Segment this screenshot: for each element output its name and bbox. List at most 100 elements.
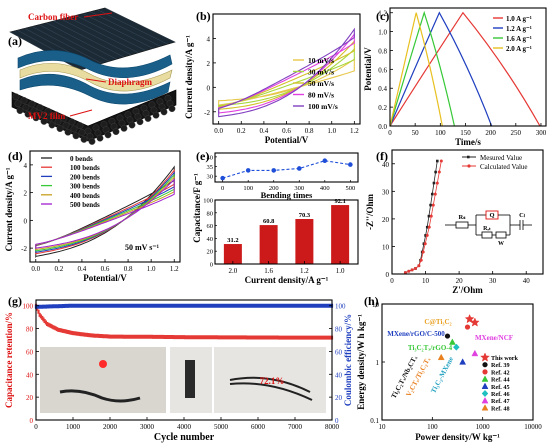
nyquist-point [429,203,432,207]
w-label: W [498,241,504,247]
y-tick-c: 0.4 [378,85,387,93]
label-mxene-ncf: MXene/NCF [475,334,513,342]
legend-marker-h [481,389,489,398]
bending-point [322,158,328,164]
legend-label-d: 300 bends [70,183,100,191]
panel-label-c: (c) [376,9,389,23]
y-tick-e-top: 40 [207,154,214,161]
legend-label-d: 200 bends [70,173,100,181]
y-tick-b: 0 [207,84,211,92]
x-label-e: Current density/A g⁻¹ [245,275,329,285]
y-tick-b: 2 [207,60,211,68]
y-tick-h: 10 [372,301,380,309]
bar-value-label: 70.3 [299,212,311,219]
nyquist-point [431,203,435,207]
legend-label-b: 100 mV/s [308,102,338,111]
x-tick-f: 0 [390,277,394,285]
legend-label-h: Ref. 39 [491,362,510,369]
panel-f: (f) 0 10 20 30 40 0 10 20 30 40 Z'/Ohm -Z''/Ohm Mesur… [365,149,532,295]
annotation-carbon-fiber: Carbon fiber [28,12,78,22]
ragone-point-6 [471,349,479,357]
panel-label-b: (b) [196,9,211,23]
y-tick-d: -2 [21,245,27,253]
x-tick-e-top: 400 [320,185,330,192]
x-tick-g: 2000 [103,423,118,431]
device-strip-photo [185,360,195,398]
x-tick-g: 4000 [177,423,192,431]
nyquist-point [407,269,411,273]
x-tick-g: 6000 [251,423,266,431]
ragone-point-7 [437,353,445,361]
y-tick-f: 30 [382,188,390,196]
plot-frame-b [212,13,361,125]
y-tick-d: 2 [24,190,28,198]
y-tick-e-bar: 0 [210,262,213,269]
x-tick-d: 0.2 [54,265,63,273]
bending-line [222,160,351,179]
bar-value-label: 31.2 [227,237,238,244]
legend-label-c: 1.6 A g⁻¹ [506,35,532,43]
nyquist-point [439,159,443,163]
rs-resistor [455,221,469,229]
legend-label-d: 0 bends [70,155,93,163]
x-tick-g: 7000 [288,423,303,431]
y-tick-e-bar: 80 [207,210,214,217]
cv-curve-2 [218,39,355,111]
cv-bend-curve-5 [35,178,175,250]
x-tick-b: 0.0 [214,127,223,135]
x-tick-b: 0.8 [305,127,314,135]
legend-label-f: Mesured Value [480,154,522,162]
legend-marker-h [480,352,490,362]
y-tick-d: 0 [24,217,28,225]
x-tick-e-top: 100 [243,185,253,192]
mv2-film-lower [19,73,171,105]
x-tick-f: 20 [456,277,464,285]
y-tick-b: 4 [207,35,211,43]
legend-label-h: Ref. 48 [491,405,510,412]
y-tick-h: 1 [376,359,380,367]
gcd-curve-0 [389,11,541,127]
x-tick-g: 1000 [66,423,81,431]
x-tick-e-top: 200 [269,185,279,192]
cv-curve-1 [218,47,355,107]
nyquist-point [433,192,437,196]
label-mxene-rgo: MXene/rGO/C-500 [387,330,445,338]
capacitance-bar [259,225,278,264]
legend-label-h: Ref. 46 [491,391,510,398]
x-label-c: Time/s [455,137,481,147]
y-tick-g-left: 20 [26,394,34,402]
nyquist-point [425,233,429,237]
x-label-g: Cycle number [154,432,215,443]
legend-label-b: 10 mV/s [308,56,334,65]
capacitance-bar [295,219,314,264]
panel-c: (c) 0 50 100 150 200 250 300 0.0 0.2 0.4 0.6 0.8 1.0 1… [363,9,547,147]
capacitance-bar [331,205,350,264]
cycling-series-0 [34,303,334,340]
cv-bend-curve-2 [35,171,175,253]
device-wire-photo [59,389,141,403]
x-tick-d: 0.0 [31,265,40,273]
ragone-point-3 [448,338,456,345]
panel-g: (g)72.1%0 1000 2000 3000 4000 5000 6000 7000 800… [4,294,353,443]
y-tick-f: 10 [382,243,390,251]
x-tick-c: 50 [412,129,420,137]
ragone-point-4 [459,358,467,365]
panel-a: (a) Carbon fiber Diaphragm MV2 film [8,7,177,145]
y-tick-e-bar: 60 [207,223,214,230]
y-label-f: -Z''/Ohm [365,194,375,231]
y-tick-e-top: 35 [207,164,214,171]
nyquist-point [421,250,425,254]
y-tick-e-bar: 20 [207,249,214,256]
nyquist-point [424,234,427,237]
y-label-g-left: Capacitance retention/% [4,312,14,408]
x-tick-b: 1.2 [350,127,359,135]
legend-marker-h [481,375,489,382]
gcd-curve-1 [389,11,493,127]
x-label-d: Potential/V [83,273,127,283]
legend-marker-h [481,396,489,404]
plot-frame-e-top [214,152,359,183]
x-tick-g: 5000 [214,423,229,431]
y-label-c: Potential/V [363,47,373,91]
x-tick-h: 100 [427,423,438,431]
